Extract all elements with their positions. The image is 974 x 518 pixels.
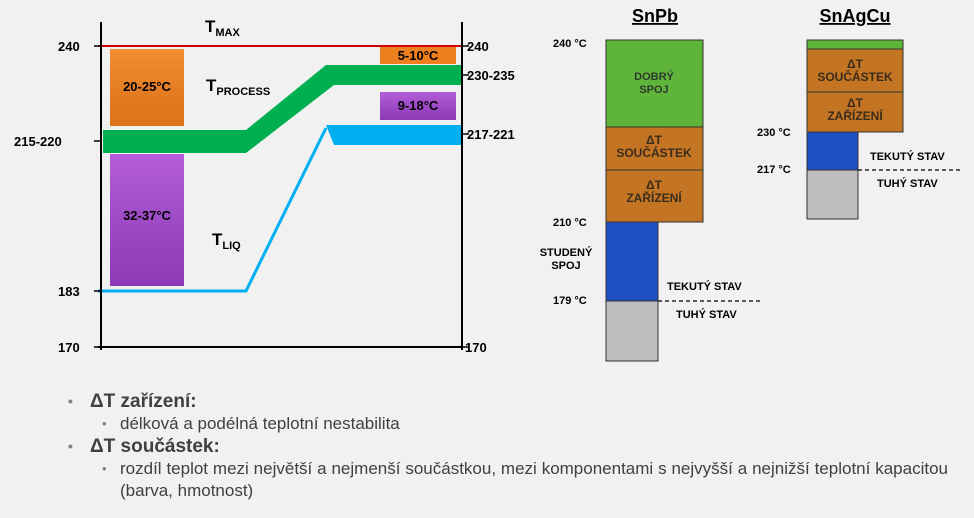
sub-bullet-dt-soucastek: • rozdíl teplot mezi největší a nejmenší … <box>68 458 948 502</box>
snpb-210: 210 °C <box>553 217 587 229</box>
sub-bullet-dt-zarizeni-text: délková a podélná teplotní nestabilita <box>120 414 400 433</box>
snagcu-tuhy: TUHÝ STAV <box>877 177 938 190</box>
snagcu-217: 217 °C <box>757 164 791 176</box>
snpb-title: SnPb <box>632 6 678 26</box>
snagcu-tuhy-block <box>806 169 859 220</box>
bullet-dot: • <box>102 416 107 431</box>
snpb-dts-label-1: ΔT <box>646 133 663 147</box>
snagcu-dt-soucastek <box>806 48 904 93</box>
box-20-25-label: 20-25°C <box>123 79 171 94</box>
tmax-label: TMAX <box>205 17 240 39</box>
liquidus-band <box>326 125 462 145</box>
tprocess-label: TPROCESS <box>206 76 270 98</box>
bullet-dot: • <box>68 438 73 454</box>
snagcu-dt-zarizeni <box>806 91 904 133</box>
snpb-240: 240 °C <box>553 38 587 50</box>
ytick-right-217-221: 217-221 <box>467 127 515 142</box>
bullet-list: • ΔT zařízení: • délková a podélná teplotn… <box>68 390 948 502</box>
snpb-dts-label-2: SOUČÁSTEK <box>616 145 692 160</box>
ytick-left-215-220: 215-220 <box>14 134 62 149</box>
snpb-dt-soucastek <box>605 126 704 171</box>
sub-bullet-dt-zarizeni: • délková a podélná teplotní nestabilita <box>68 413 948 435</box>
ytick-left-170: 170 <box>58 340 80 355</box>
snpb-studeny-label-2: SPOJ <box>551 260 580 272</box>
snagcu-tekuty: TEKUTÝ STAV <box>870 150 945 163</box>
bullet-dt-zarizeni: • ΔT zařízení: <box>68 390 948 413</box>
snpb-179: 179 °C <box>553 295 587 307</box>
snagcu-dobry-spoj <box>806 39 904 50</box>
ytick-left-183: 183 <box>58 284 80 299</box>
box-9-18-label: 9-18°C <box>398 98 439 113</box>
snpb-studeny-label-1: STUDENÝ <box>540 246 593 259</box>
box-5-10-label: 5-10°C <box>398 48 439 63</box>
snpb-dobry-label-2: SPOJ <box>639 84 668 96</box>
bullet-dt-soucastek-title: ΔT součástek: <box>90 436 220 457</box>
snagcu-dts-label-2: SOUČÁSTEK <box>817 69 893 84</box>
snagcu-title: SnAgCu <box>820 6 891 26</box>
snpb-dobry-label-1: DOBRÝ <box>634 70 674 83</box>
bullet-dot: • <box>68 393 73 409</box>
box-32-37-label: 32-37°C <box>123 208 171 223</box>
bullet-dt-soucastek: • ΔT součástek: <box>68 435 948 458</box>
process-band <box>103 65 462 153</box>
snpb-dt-zarizeni <box>605 169 704 223</box>
snpb-tekuty: TEKUTÝ STAV <box>667 280 742 293</box>
snagcu-230: 230 °C <box>757 127 791 139</box>
snpb-dobry-spoj <box>605 39 704 128</box>
soldering-temperature-diagram: 240 215-220 183 170 240 230-235 217-221 … <box>14 6 960 362</box>
tliq-label: TLIQ <box>212 230 241 252</box>
ytick-right-240: 240 <box>467 39 489 54</box>
snagcu-tekuty-block <box>806 131 859 171</box>
ytick-right-230-235: 230-235 <box>467 68 515 83</box>
snpb-tuhy-block <box>605 300 659 362</box>
snpb-dtz-label-1: ΔT <box>646 178 663 192</box>
snpb-dtz-label-2: ZAŘÍZENÍ <box>626 190 682 205</box>
bullet-dot: • <box>102 461 107 476</box>
snagcu-dtz-label-1: ΔT <box>847 96 864 110</box>
liquidus-line <box>98 127 328 293</box>
snagcu-dtz-label-2: ZAŘÍZENÍ <box>827 108 883 123</box>
snagcu-dts-label-1: ΔT <box>847 57 864 71</box>
sub-bullet-dt-soucastek-text: rozdíl teplot mezi největší a nejmenší s… <box>120 459 948 500</box>
snpb-tuhy: TUHÝ STAV <box>676 308 737 321</box>
bullet-dt-zarizeni-title: ΔT zařízení: <box>90 391 197 412</box>
snpb-studeny-spoj <box>605 221 659 302</box>
box-5-10 <box>380 47 456 64</box>
ytick-left-240: 240 <box>58 39 80 54</box>
ytick-right-170: 170 <box>465 340 487 355</box>
